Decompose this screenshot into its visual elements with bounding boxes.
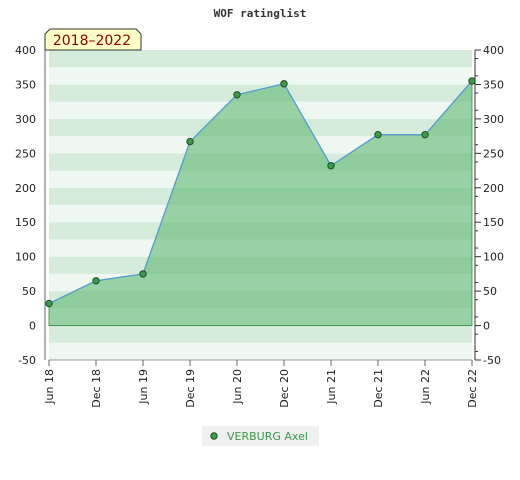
y-tick-label: 350 <box>483 78 504 91</box>
data-point <box>280 80 288 88</box>
axes <box>44 50 476 361</box>
grid-band <box>49 342 472 360</box>
x-tick-label: Jun 18 <box>43 369 56 405</box>
y-tick-label: 200 <box>483 182 504 195</box>
grid-band <box>49 325 472 343</box>
y-tick-label: 150 <box>483 216 504 229</box>
x-tick-label: Jun 22 <box>419 369 432 405</box>
data-point <box>139 270 147 278</box>
y-tick-label: 0 <box>483 320 490 333</box>
y-tick-label: 150 <box>15 216 36 229</box>
x-tick-label: Dec 18 <box>90 369 103 408</box>
y-tick-label: 250 <box>483 147 504 160</box>
legend-marker-icon <box>210 432 218 440</box>
x-tick-label: Dec 21 <box>372 369 385 408</box>
series-line <box>48 80 473 305</box>
x-tick-label: Jun 19 <box>137 369 150 405</box>
x-tick-label: Dec 20 <box>278 369 291 408</box>
y-tick-label: 50 <box>22 285 36 298</box>
y-axis-right: -50 0 50 100 150 200 250 300 350 400 <box>475 44 504 367</box>
period-badge-box <box>44 28 142 51</box>
period-badge: 2018–2022 <box>44 28 142 51</box>
y-tick-label: 50 <box>483 285 497 298</box>
data-point <box>468 77 476 85</box>
data-point <box>233 91 241 99</box>
data-point <box>186 137 194 146</box>
y-tick-label: 300 <box>15 113 36 126</box>
x-tick-label: Dec 19 <box>184 369 197 408</box>
x-tick-label: Jun 21 <box>325 369 338 405</box>
grid-band <box>49 50 472 68</box>
y-tick-label: 200 <box>15 182 36 195</box>
legend-label: VERBURG Axel <box>227 430 308 443</box>
chart-title: WOF ratinglist <box>214 7 307 20</box>
y-tick-label: 100 <box>483 251 504 264</box>
y-tick-label: 0 <box>29 320 36 333</box>
data-point <box>327 162 335 170</box>
y-tick-label: -50 <box>18 354 36 367</box>
x-axis: Jun 18 Dec 18 Jun 19 Dec 19 Jun 20 Dec 20 Jun … <box>43 360 479 408</box>
x-tick-label: Jun 20 <box>231 369 244 405</box>
y-tick-label: 400 <box>483 44 504 57</box>
data-point <box>92 277 100 285</box>
data-point <box>45 299 53 308</box>
period-badge-label: 2018–2022 <box>53 33 131 49</box>
legend-box <box>202 426 319 446</box>
y-tick-label: 250 <box>15 147 36 160</box>
grid-band <box>49 67 472 85</box>
data-point <box>421 131 429 139</box>
series-points <box>45 77 476 308</box>
y-axis-left: -50 0 50 100 150 200 250 300 350 400 <box>15 44 36 367</box>
y-tick-label: -50 <box>483 354 501 367</box>
y-tick-label: 400 <box>15 44 36 57</box>
legend[interactable]: VERBURG Axel <box>202 426 319 446</box>
y-tick-label: 100 <box>15 251 36 264</box>
data-point <box>374 131 382 139</box>
y-tick-label: 350 <box>15 78 36 91</box>
x-tick-label: Dec 22 <box>466 369 479 408</box>
y-tick-label: 300 <box>483 113 504 126</box>
